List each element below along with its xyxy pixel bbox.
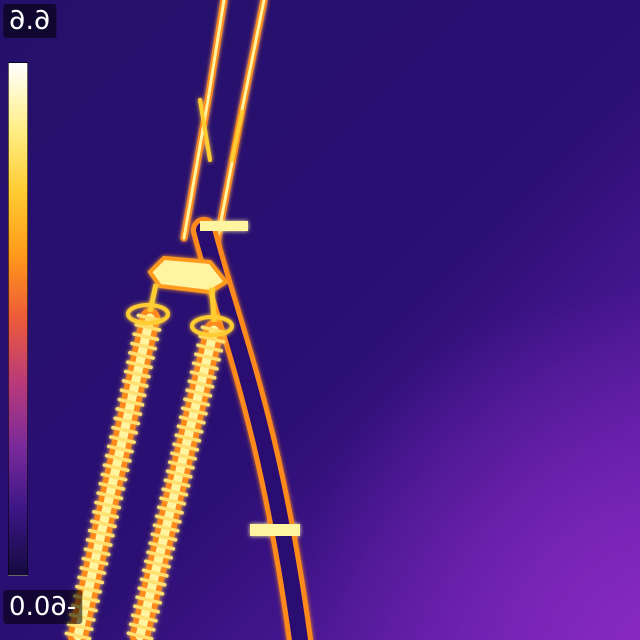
insulator-shed	[121, 379, 149, 388]
insulator-shed	[96, 491, 124, 501]
insulator-shed	[137, 586, 165, 596]
insulator-shed	[185, 388, 213, 398]
insulator-shed	[148, 541, 176, 551]
insulator-shed	[159, 496, 187, 506]
grading-rings	[126, 303, 234, 337]
insulator-shed	[94, 500, 122, 510]
insulator-shed	[146, 550, 174, 560]
upper-cables	[180, 0, 268, 262]
clamp-link	[147, 283, 159, 313]
insulator-shed	[115, 407, 143, 416]
insulator-shed	[130, 613, 158, 623]
insulator-shed	[109, 435, 136, 444]
insulator-shed	[113, 416, 141, 426]
insulator-strings	[64, 283, 228, 640]
insulator-shed	[132, 332, 160, 342]
insulator-shed	[133, 604, 160, 614]
insulator-shed	[126, 631, 154, 640]
insulator-shed	[125, 360, 153, 370]
insulator-shed	[123, 369, 151, 379]
insulator-shed	[87, 528, 115, 538]
insulator-shed	[134, 322, 162, 332]
insulator-shed	[194, 352, 221, 362]
insulator-shed	[135, 595, 163, 605]
insulator-shed	[198, 334, 226, 344]
insulator-shed	[187, 379, 215, 389]
insulator-shed	[79, 566, 107, 575]
insulator-shed	[92, 510, 119, 519]
insulator-shed	[165, 469, 193, 479]
insulator-shed	[152, 523, 180, 533]
insulator-shed	[163, 478, 191, 488]
insulator-shed	[104, 453, 132, 463]
insulator-shed	[128, 351, 155, 360]
insulator-shed	[111, 425, 139, 435]
insulator-shed	[161, 487, 189, 497]
insulator-shed	[106, 444, 134, 454]
insulator-shed	[180, 406, 208, 416]
insulator-shed	[150, 532, 178, 542]
insulator-shed	[85, 538, 113, 547]
insulator-shed	[136, 313, 164, 323]
insulator-shed	[119, 388, 147, 398]
insulator-shed	[189, 370, 217, 380]
insulator-shed	[172, 442, 200, 452]
insulator-shed	[81, 556, 109, 566]
insulator-shed	[64, 631, 92, 640]
insulator-shed	[66, 622, 94, 632]
insulator-shed	[89, 519, 117, 529]
insulator-shed	[83, 547, 111, 557]
insulator-shed	[167, 460, 195, 470]
insulator-shed	[130, 341, 158, 351]
insulator-shed	[154, 514, 182, 524]
insulator-shed	[100, 472, 128, 482]
clamp-head	[147, 255, 229, 295]
insulator-shed	[191, 361, 219, 371]
insulator-shed	[117, 397, 145, 407]
insulator-shed	[174, 433, 202, 443]
insulator-shed	[196, 343, 224, 353]
insulator-shed	[178, 415, 206, 425]
insulator-shed	[139, 577, 167, 587]
insulator-shed	[170, 451, 197, 461]
insulator-shed	[75, 584, 103, 594]
insulator-shed	[77, 575, 105, 585]
temperature-scale-bar	[8, 62, 28, 576]
insulator-shed	[98, 481, 126, 491]
insulator-shed	[157, 505, 184, 515]
insulator-shed	[128, 622, 156, 632]
insulator-shed	[143, 559, 171, 569]
insulator-shed	[141, 568, 169, 578]
insulator-shed	[102, 463, 130, 473]
insulator-shed	[176, 424, 204, 434]
scale-max-label: 6.6	[3, 4, 57, 38]
insulator-shed	[183, 397, 211, 407]
scale-min-label: -60.0	[3, 590, 83, 624]
